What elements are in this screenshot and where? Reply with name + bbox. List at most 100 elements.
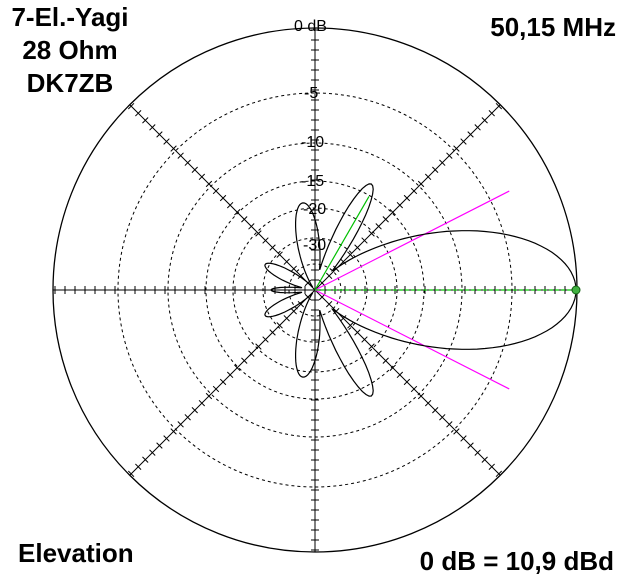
spoke-tick — [184, 414, 191, 421]
spoke-tick — [156, 131, 163, 138]
spoke-tick — [396, 371, 404, 379]
spoke-tick — [347, 322, 354, 329]
spoke-tick — [453, 428, 460, 435]
spoke-tick — [354, 244, 361, 251]
spoke-tick — [403, 194, 411, 202]
spoke-tick — [389, 209, 396, 216]
spoke-tick — [163, 138, 170, 145]
spoke-tick — [446, 421, 453, 428]
spoke-tick — [135, 110, 142, 117]
spoke-tick — [219, 194, 227, 202]
spoke-tick — [283, 258, 290, 265]
spoke-tick — [290, 308, 297, 315]
spoke-tick — [191, 407, 198, 414]
spoke-tick — [290, 265, 297, 272]
spoke-tick — [382, 216, 389, 223]
spoke-tick — [340, 258, 347, 265]
spoke-tick — [417, 392, 425, 400]
ring-label-minus5: -5 — [304, 85, 318, 102]
spoke-tick — [241, 216, 248, 223]
spoke-tick — [297, 272, 305, 280]
spoke-tick — [177, 421, 184, 428]
spoke-tick — [467, 131, 474, 138]
spoke-tick — [219, 378, 227, 386]
spoke-tick — [127, 102, 135, 110]
spoke-tick — [354, 329, 361, 336]
spoke-tick — [368, 343, 375, 350]
spoke-tick — [368, 230, 375, 237]
half-power-line — [314, 190, 510, 291]
spoke-tick — [375, 223, 382, 230]
spoke-tick — [262, 237, 269, 244]
side-lobe-max-line — [314, 196, 370, 291]
spoke-tick — [495, 102, 503, 110]
antenna-title: 7-El.-Yagi 28 Ohm DK7ZB — [0, 4, 140, 103]
spoke-tick — [432, 407, 439, 414]
spoke-tick — [212, 385, 220, 393]
reference-label: 0 dB = 10,9 dBd — [419, 546, 614, 576]
title-line-type: 7-El.-Yagi — [11, 2, 129, 32]
spoke-tick — [361, 237, 368, 244]
spoke-tick — [234, 209, 241, 216]
spoke-tick — [276, 322, 283, 329]
spoke-tick — [417, 180, 425, 188]
spoke-tick — [389, 364, 396, 371]
spoke-tick — [163, 435, 170, 442]
spoke-tick — [135, 463, 142, 470]
frequency-label: 50,15 MHz — [490, 12, 616, 42]
spoke-tick — [212, 187, 220, 195]
spoke-tick — [177, 152, 184, 159]
spoke-tick — [262, 336, 269, 343]
ring-label-minus30: -30 — [303, 237, 326, 254]
ring-labels: 0 dB -5 -10 -15 -20 -30 — [294, 18, 327, 254]
spoke-tick — [410, 187, 418, 195]
spoke-tick — [170, 145, 177, 152]
spoke-tick — [424, 399, 432, 407]
spoke-tick — [205, 392, 213, 400]
spoke-tick — [325, 300, 333, 308]
max-gain-marker — [571, 285, 581, 295]
plane-label: Elevation — [18, 538, 134, 568]
spoke-tick — [198, 399, 206, 407]
title-line-callsign: DK7ZB — [26, 68, 114, 98]
spoke-tick — [226, 201, 234, 209]
spoke-tick — [403, 378, 411, 386]
spoke-tick — [142, 117, 149, 124]
spoke-tick — [467, 442, 474, 449]
spoke-tick — [432, 166, 439, 173]
spoke-tick — [127, 470, 135, 478]
spoke-tick — [424, 173, 432, 181]
ring-label-0db: 0 dB — [294, 18, 327, 35]
spoke-tick — [248, 223, 255, 230]
spoke-tick — [375, 350, 382, 357]
spoke-tick — [453, 145, 460, 152]
title-line-impedance: 28 Ohm — [22, 35, 118, 65]
ring-label-minus10: -10 — [301, 134, 324, 151]
spoke-tick — [439, 414, 446, 421]
spoke-tick — [184, 159, 191, 166]
spoke-tick — [347, 251, 354, 258]
spoke-tick — [156, 442, 163, 449]
spoke-tick — [474, 124, 481, 131]
spoke-tick — [340, 315, 347, 322]
spoke-tick — [170, 428, 177, 435]
spoke-tick — [460, 138, 467, 145]
spoke-tick — [297, 300, 305, 308]
spoke-tick — [325, 272, 333, 280]
spoke-tick — [439, 159, 446, 166]
spoke-tick — [255, 230, 262, 237]
half-power-line — [314, 289, 510, 390]
spoke-tick — [255, 343, 262, 350]
spoke-tick — [481, 456, 488, 463]
spoke-tick — [396, 201, 404, 209]
half-power-lines — [314, 190, 510, 390]
spoke-tick — [460, 435, 467, 442]
spoke-tick — [241, 357, 248, 364]
spoke-tick — [226, 371, 234, 379]
spoke-tick — [149, 124, 156, 131]
spoke-tick — [382, 357, 389, 364]
spoke-tick — [205, 180, 213, 188]
spoke-tick — [234, 364, 241, 371]
ring-label-minus15: -15 — [301, 173, 324, 190]
